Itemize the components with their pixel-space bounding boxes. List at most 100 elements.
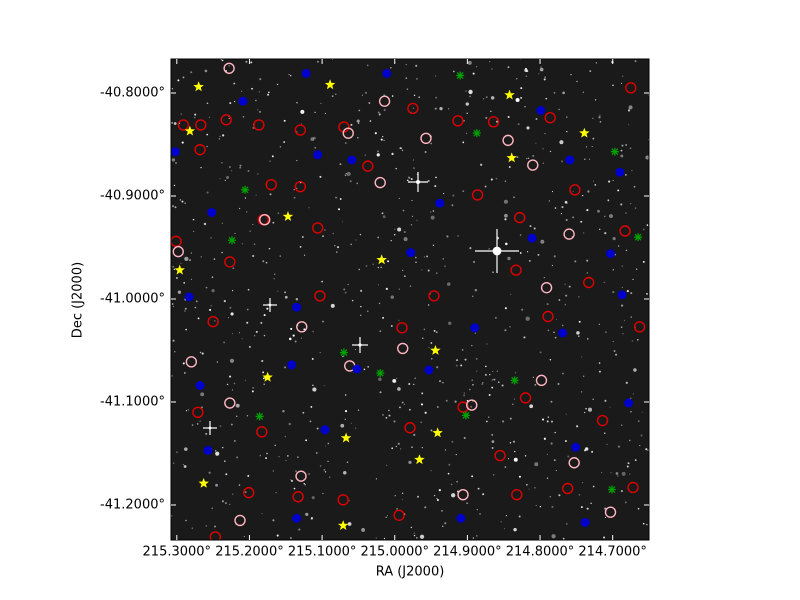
field-star	[214, 320, 216, 322]
source-ring	[502, 134, 514, 147]
field-star	[627, 462, 630, 465]
field-star	[448, 108, 450, 110]
field-star	[252, 387, 255, 389]
field-star	[330, 303, 335, 308]
field-star	[312, 387, 317, 392]
field-star	[444, 522, 447, 525]
field-star	[539, 351, 542, 354]
field-star	[565, 218, 568, 221]
field-star	[260, 321, 263, 324]
field-star	[314, 147, 317, 149]
field-star	[231, 170, 233, 172]
source-ring	[295, 470, 307, 482]
field-star	[645, 155, 649, 160]
field-star	[255, 99, 257, 102]
source-ring	[296, 321, 308, 333]
field-star	[172, 462, 175, 465]
source-ring	[407, 102, 419, 115]
field-star	[617, 445, 621, 448]
field-star	[386, 515, 389, 517]
source-cross	[339, 348, 348, 357]
field-star	[470, 405, 473, 408]
field-star	[566, 202, 568, 204]
field-star	[380, 138, 383, 141]
field-star	[272, 519, 275, 522]
field-star	[216, 361, 218, 363]
field-star	[350, 422, 352, 424]
field-star	[451, 204, 454, 207]
field-star	[346, 171, 351, 176]
field-star	[634, 207, 637, 209]
field-star	[442, 382, 444, 384]
field-star	[243, 536, 245, 538]
field-star	[612, 237, 616, 241]
field-star	[229, 166, 231, 168]
field-star	[466, 112, 468, 115]
field-star	[529, 225, 532, 228]
field-star	[419, 534, 425, 539]
field-star	[308, 473, 310, 475]
source-star	[324, 79, 336, 90]
field-star	[588, 158, 590, 160]
source-dot	[536, 105, 546, 115]
x-tick-label: 215.3000°	[143, 545, 212, 560]
field-star	[225, 473, 228, 476]
field-star	[423, 328, 426, 331]
field-star	[436, 406, 439, 408]
field-star	[503, 528, 506, 530]
field-star	[430, 357, 433, 360]
field-star	[233, 82, 236, 85]
field-star	[424, 411, 427, 414]
field-star	[620, 149, 623, 152]
field-star	[399, 406, 401, 409]
field-star	[283, 141, 286, 144]
field-star	[399, 147, 402, 149]
field-star	[215, 451, 220, 456]
field-star	[587, 407, 592, 412]
field-star	[535, 142, 537, 144]
field-star	[533, 486, 536, 489]
field-star	[273, 277, 276, 280]
field-star	[308, 207, 310, 209]
field-star	[222, 134, 225, 137]
source-star	[376, 254, 387, 265]
field-star	[472, 295, 474, 297]
field-star	[526, 157, 528, 160]
source-ring	[312, 222, 324, 234]
field-star	[385, 417, 388, 419]
field-star	[241, 338, 243, 340]
field-star	[413, 433, 416, 436]
field-star	[504, 218, 507, 221]
field-star	[479, 163, 483, 166]
source-dot	[238, 96, 248, 106]
source-dot	[382, 68, 392, 78]
field-star	[184, 202, 186, 205]
field-star	[219, 425, 222, 428]
source-ring	[393, 509, 405, 521]
source-ring	[292, 491, 304, 503]
field-star	[485, 365, 487, 368]
source-cross	[510, 376, 519, 385]
field-star	[290, 327, 293, 330]
field-star	[238, 207, 241, 210]
field-star	[395, 445, 398, 448]
field-star	[267, 93, 269, 96]
field-star	[451, 440, 454, 443]
field-star	[558, 299, 561, 301]
field-star	[540, 66, 542, 68]
source-dot	[406, 248, 416, 258]
field-star	[469, 95, 472, 98]
field-star	[647, 449, 649, 451]
field-star	[553, 92, 556, 94]
field-star	[374, 132, 377, 135]
field-star	[210, 237, 212, 239]
field-star	[525, 75, 528, 77]
field-star	[472, 401, 474, 403]
field-star	[403, 237, 408, 242]
field-star	[565, 440, 567, 442]
x-tick-label: 214.7000°	[578, 545, 647, 560]
field-star	[533, 227, 536, 230]
field-star	[430, 215, 435, 220]
field-star	[428, 346, 430, 348]
field-star	[502, 420, 505, 423]
